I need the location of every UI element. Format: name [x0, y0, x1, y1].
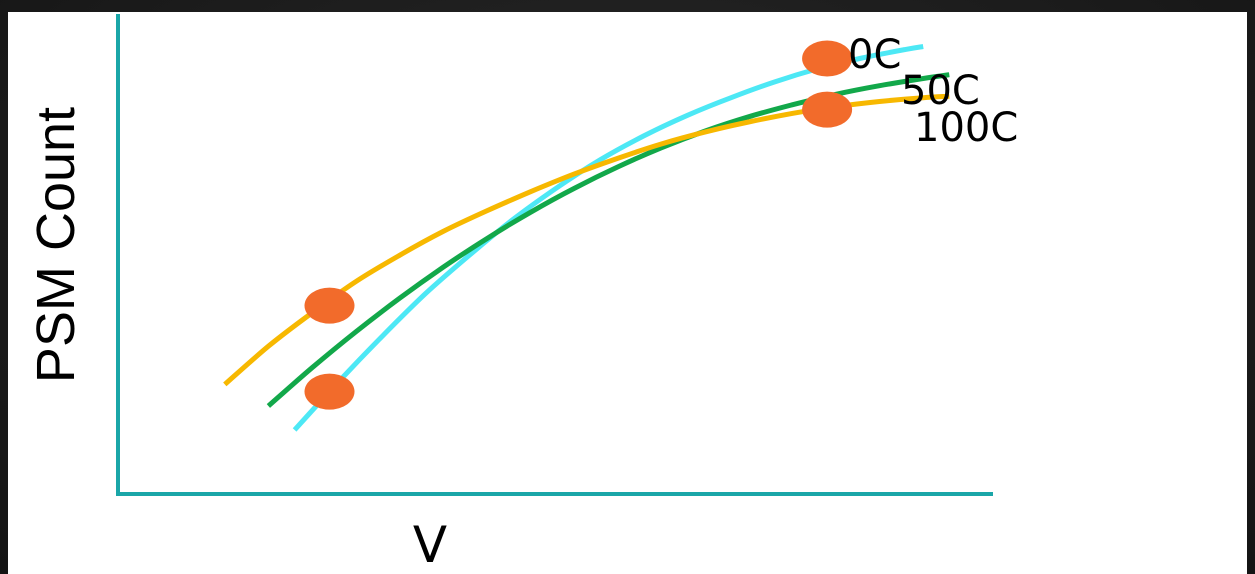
highlight-points [304, 40, 853, 410]
highlight-point-3 [802, 40, 853, 77]
highlight-point-2 [304, 373, 355, 410]
chart-panel [8, 12, 1247, 574]
series-line-100c [223, 93, 950, 387]
series-label-50c: 50C [901, 68, 980, 114]
highlight-point-4 [802, 91, 853, 128]
series-label-100c: 100C [914, 105, 1018, 151]
series-label-0c: 0C [848, 32, 901, 78]
y-axis-label: PSM Count [26, 107, 86, 383]
x-axis-label: V [413, 516, 447, 574]
highlight-point-1 [304, 287, 355, 324]
series-line-50c [266, 72, 950, 408]
